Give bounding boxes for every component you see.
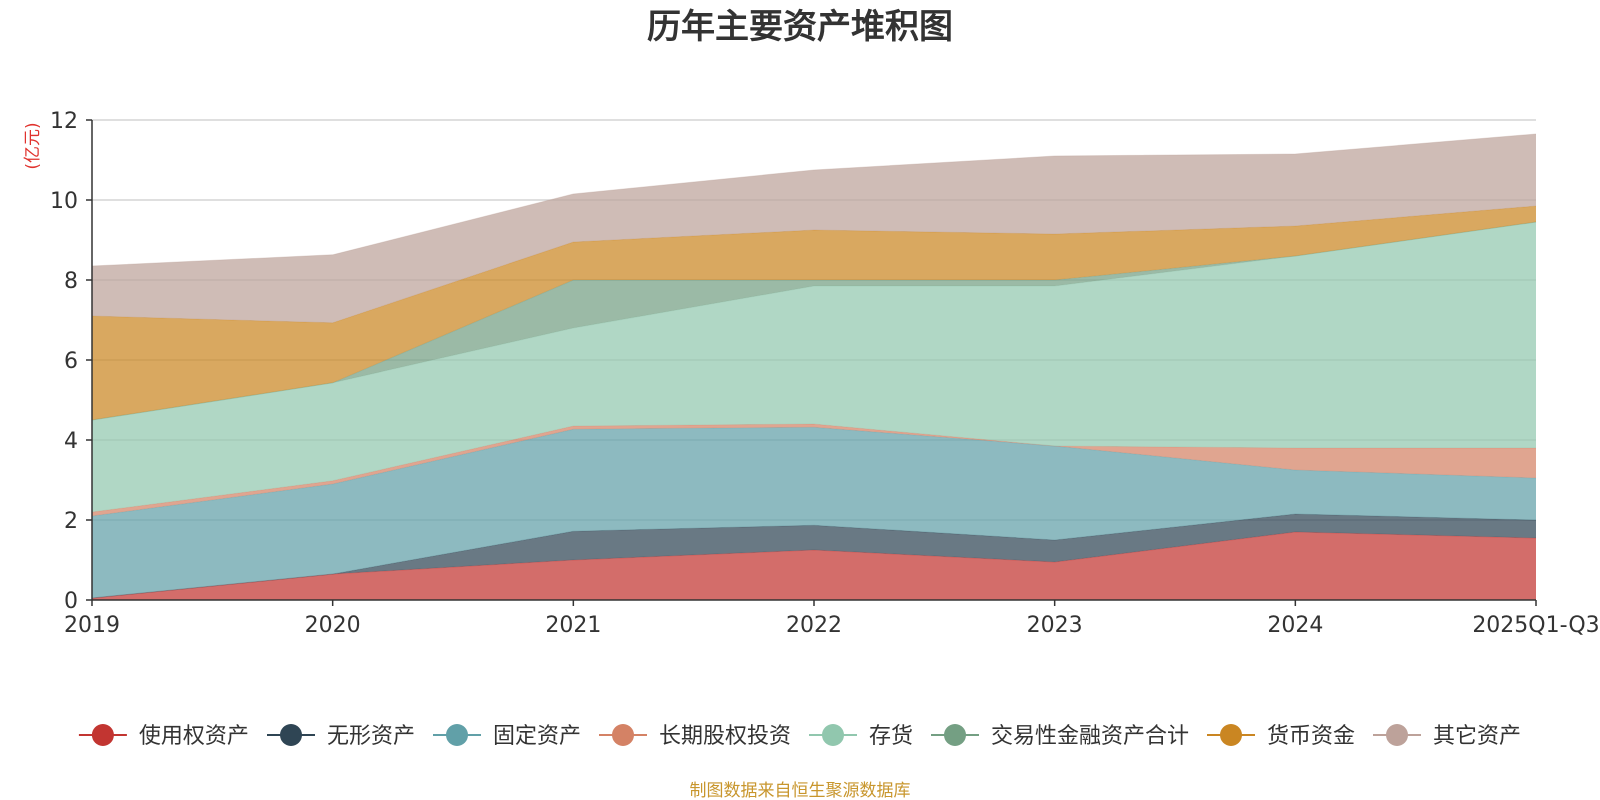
x-tick-label: 2025Q1-Q3	[1472, 613, 1599, 638]
legend-label: 长期股权投资	[659, 724, 791, 749]
legend-marker-icon	[944, 724, 966, 746]
y-tick-label: 6	[64, 349, 78, 374]
legend-marker-icon	[446, 724, 468, 746]
legend-item-无形资产[interactable]: 无形资产	[267, 724, 415, 749]
legend-item-交易性金融资产合计[interactable]: 交易性金融资产合计	[931, 724, 1189, 749]
legend-item-其它资产[interactable]: 其它资产	[1373, 724, 1521, 749]
x-tick-label: 2022	[786, 613, 842, 638]
source-note: 制图数据来自恒生聚源数据库	[690, 781, 911, 800]
chart-title: 历年主要资产堆积图	[647, 7, 953, 47]
area-其它资产	[92, 134, 1536, 323]
y-tick-label: 4	[64, 429, 78, 454]
legend-label: 货币资金	[1267, 724, 1355, 749]
legend-item-长期股权投资[interactable]: 长期股权投资	[599, 724, 791, 749]
legend-marker-icon	[822, 724, 844, 746]
stacked-areas	[91, 133, 1537, 600]
area-edge-其它资产	[91, 133, 1537, 267]
legend-label: 无形资产	[327, 724, 415, 749]
area-货币资金	[92, 206, 1536, 420]
y-axis-unit: (亿元)	[23, 122, 43, 169]
area-无形资产	[92, 514, 1536, 598]
legend-label: 存货	[869, 724, 913, 749]
y-tick-label: 10	[50, 189, 78, 214]
y-tick-label: 12	[50, 109, 78, 134]
x-tick-label: 2019	[64, 613, 120, 638]
legend-marker-icon	[91, 724, 114, 746]
legend-label: 交易性金融资产合计	[991, 724, 1189, 749]
area-使用权资产	[92, 532, 1536, 600]
x-tick-label: 2020	[305, 613, 361, 638]
y-tick-label: 2	[64, 509, 78, 534]
legend-item-固定资产[interactable]: 固定资产	[433, 724, 581, 749]
legend-item-存货[interactable]: 存货	[809, 724, 913, 749]
legend-label: 其它资产	[1433, 724, 1521, 749]
y-tick-label: 8	[64, 269, 78, 294]
legend-marker-icon	[612, 724, 634, 746]
x-tick-label: 2021	[545, 613, 601, 638]
legend-item-货币资金[interactable]: 货币资金	[1207, 724, 1355, 749]
legend-marker-icon	[280, 724, 302, 746]
x-tick-label: 2023	[1027, 613, 1083, 638]
legend-label: 固定资产	[493, 724, 581, 749]
area-固定资产	[92, 427, 1536, 598]
x-tick-label: 2024	[1267, 613, 1323, 638]
legend[interactable]: 使用权资产 无形资产 固定资产 长期股权投资 存货 交易性金融资产合计 货币资金 其它资产	[78, 724, 1521, 749]
area-存货	[92, 222, 1536, 512]
legend-item-使用权资产[interactable]: 使用权资产	[78, 724, 249, 749]
legend-marker-icon	[1220, 724, 1242, 746]
legend-marker-icon	[1386, 724, 1408, 746]
y-tick-label: 0	[64, 589, 78, 614]
axes: 0 2 4 6 8 10 12 2019 2020 2021 2022 2023 2024 2025Q1-…	[50, 109, 1600, 638]
legend-label: 使用权资产	[139, 724, 249, 749]
